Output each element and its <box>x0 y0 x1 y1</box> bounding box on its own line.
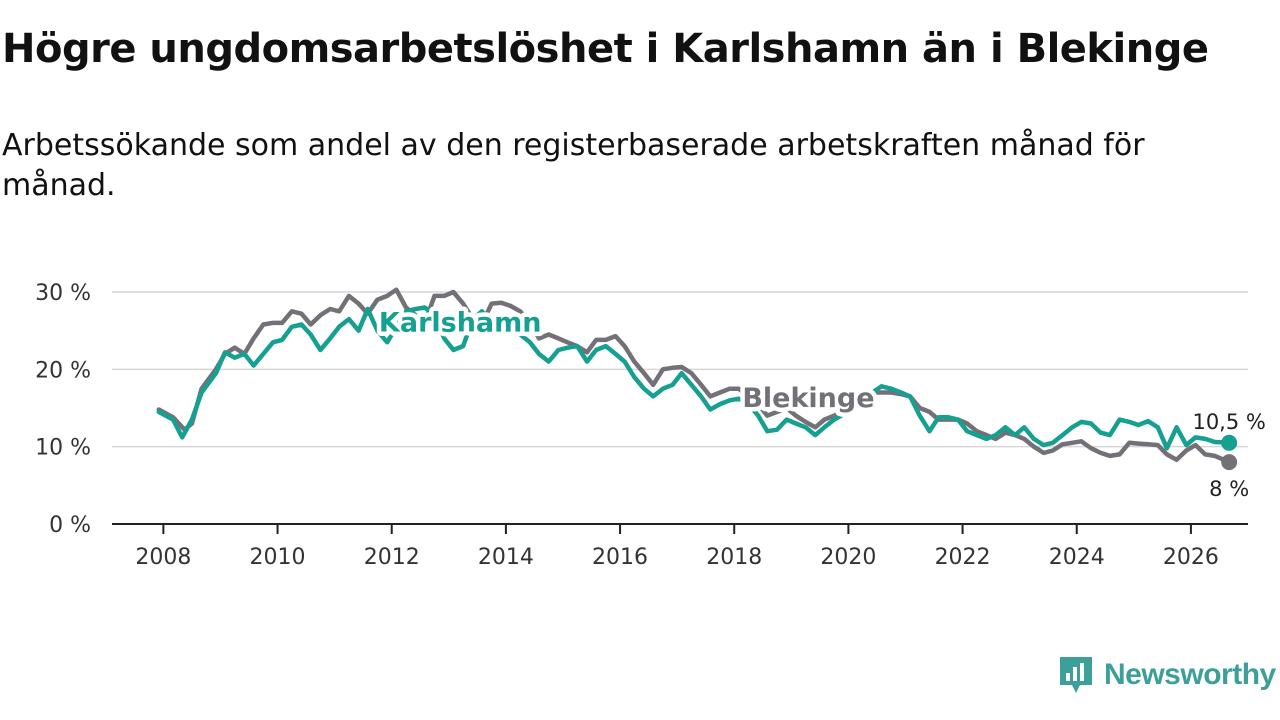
newsworthy-brand[interactable]: Newsworthy <box>1058 654 1276 696</box>
series-label-karlshamn: Karlshamn <box>379 307 542 338</box>
x-ticks: 2008 2010 2012 2014 2016 2018 2020 2022 2024 2026 <box>135 524 1219 570</box>
series-annotations: Karlshamn Blekinge <box>374 303 879 419</box>
x-tick-label: 2022 <box>935 545 991 570</box>
newsworthy-logo-icon <box>1060 657 1092 693</box>
x-tick-label: 2008 <box>135 545 191 570</box>
page-title: Högre ungdomsarbetslöshet i Karlshamn än… <box>2 26 1209 72</box>
series-label-blekinge: Blekinge <box>742 383 874 414</box>
x-tick-label: 2012 <box>364 545 420 570</box>
x-tick-label: 2014 <box>478 545 534 570</box>
x-tick-label: 2018 <box>706 545 762 570</box>
x-tick-label: 2010 <box>250 545 306 570</box>
end-point-karlshamn <box>1221 434 1238 451</box>
end-value-label-blekinge: 8 % <box>1209 477 1249 501</box>
series-line-blekinge <box>156 287 1232 465</box>
x-tick-label: 2020 <box>820 545 876 570</box>
end-point-blekinge <box>1221 454 1238 471</box>
y-tick-label: 20 % <box>35 358 91 383</box>
x-tick-label: 2024 <box>1049 545 1105 570</box>
x-tick-label: 2016 <box>592 545 648 570</box>
brand-name: Newsworthy <box>1104 658 1276 691</box>
page-subtitle: Arbetssökande som andel av den registerb… <box>2 128 1145 203</box>
series-lines: 8 % 10,5 % <box>156 287 1268 503</box>
y-tick-label: 30 % <box>35 281 91 306</box>
y-tick-labels: 0 % 10 % 20 % 30 % <box>35 281 91 538</box>
x-tick-label: 2026 <box>1163 545 1219 570</box>
y-tick-label: 10 % <box>35 436 91 461</box>
series-line-karlshamn <box>156 305 1232 451</box>
y-tick-label: 0 % <box>49 513 91 538</box>
end-value-label-karlshamn: 10,5 % <box>1192 410 1265 434</box>
